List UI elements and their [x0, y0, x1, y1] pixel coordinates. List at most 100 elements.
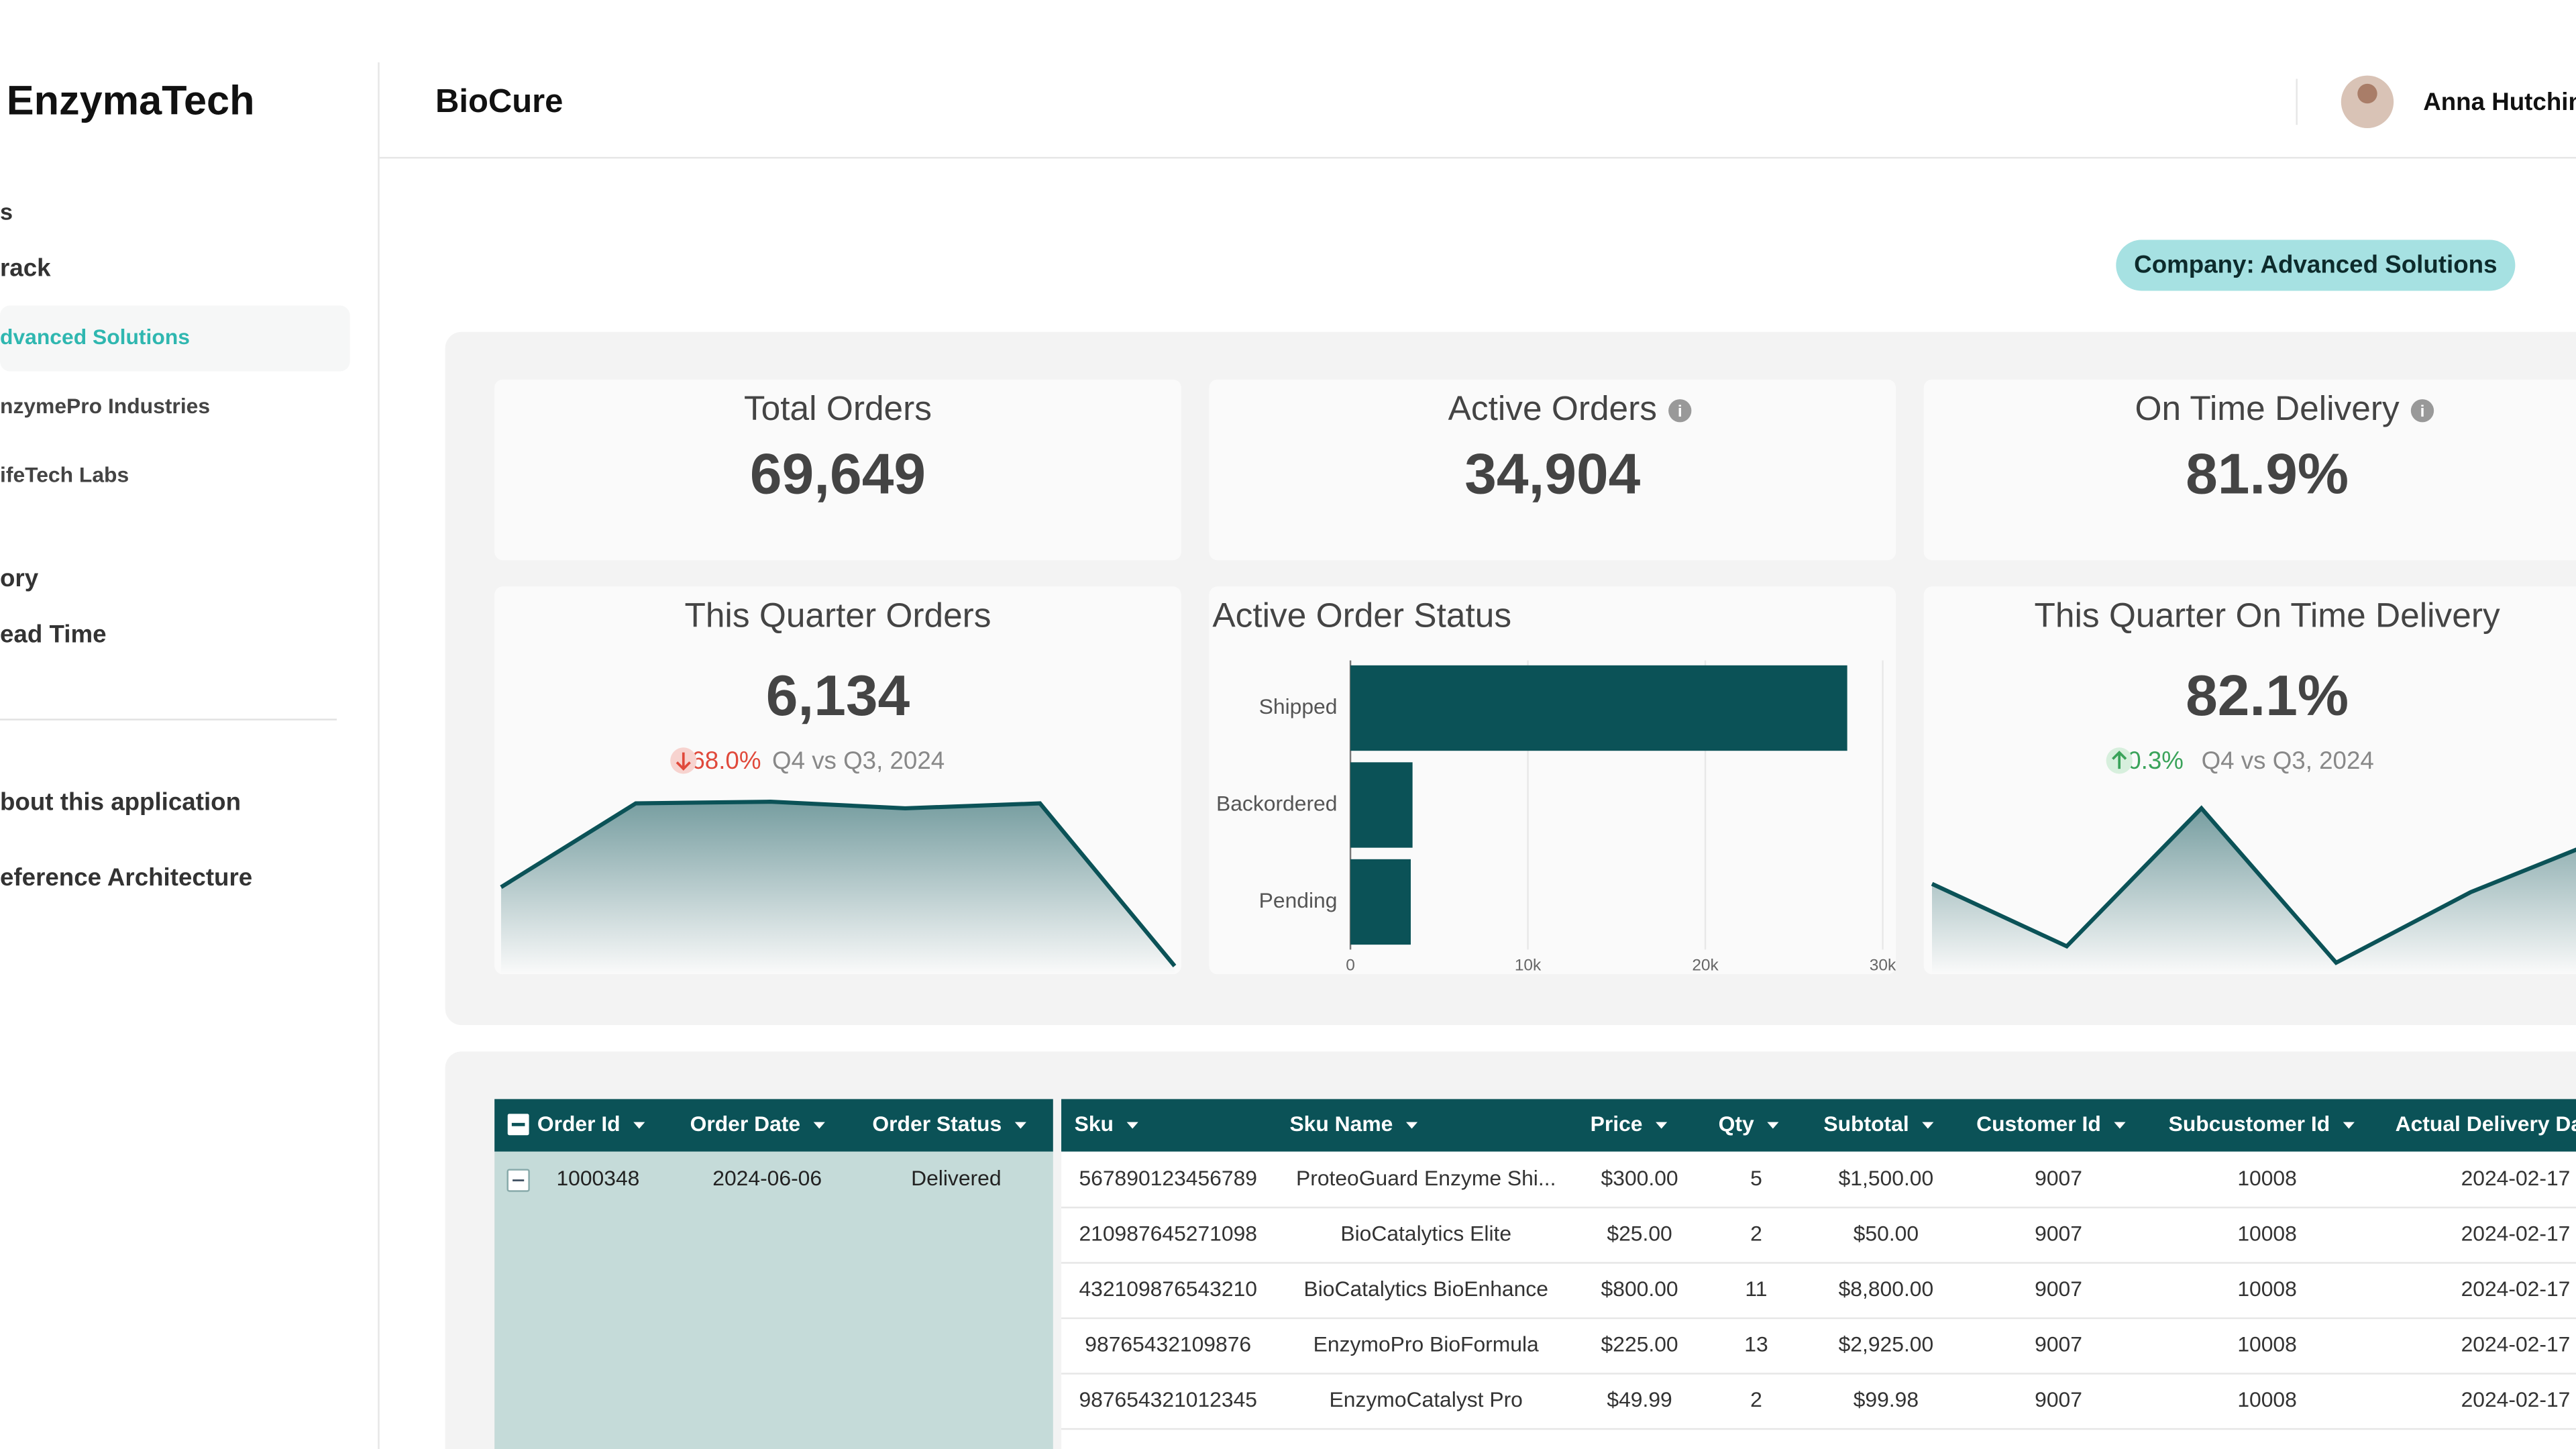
table-cell: $1,500.00	[1839, 1166, 1934, 1190]
kpi-label: Active Orders	[1448, 388, 1657, 427]
change: 0.3%	[2127, 747, 2184, 774]
column-header[interactable]: Order Date	[690, 1112, 801, 1136]
column-header[interactable]: Qty	[1719, 1112, 1754, 1136]
table-cell: 2024-02-17	[2461, 1387, 2571, 1411]
sort-caret	[1922, 1122, 1934, 1129]
column-header[interactable]: Subtotal	[1823, 1112, 1909, 1136]
column-header[interactable]: Order Id	[537, 1112, 621, 1136]
y-tick-label: Backordered	[1216, 791, 1337, 815]
table-cell: 98765432109876	[1085, 1332, 1251, 1356]
info-glyph: i	[1678, 402, 1682, 421]
table-cell: 2024-02-17	[2461, 1332, 2571, 1356]
sparkline	[500, 800, 1177, 967]
column-header[interactable]: Sku	[1075, 1112, 1114, 1136]
x-tick-label: 20k	[1692, 956, 1719, 974]
order-group	[494, 1151, 1053, 1449]
nav-highlight	[0, 305, 350, 372]
order-cell: 2024-06-06	[712, 1166, 822, 1190]
table-cell: $25.00	[1607, 1221, 1672, 1245]
table-cell: $225.00	[1601, 1332, 1678, 1356]
column-header[interactable]: Customer Id	[1976, 1112, 2101, 1136]
kpi-value: 34,904	[1464, 441, 1640, 506]
table-cell: $99.98	[1854, 1387, 1919, 1411]
table-cell: $300.00	[1601, 1166, 1678, 1190]
nav-item[interactable]: ifeTech Labs	[0, 463, 129, 487]
table-cell: $2,925.00	[1839, 1332, 1934, 1356]
table-cell: 2024-02-17	[2461, 1166, 2571, 1190]
table-cell: 210987645271098	[1079, 1221, 1257, 1245]
table-cell: 9007	[2035, 1387, 2082, 1411]
table-cell: 987654321012345	[1079, 1387, 1257, 1411]
badge-text: Company: Advanced Solutions	[2134, 250, 2497, 278]
x-tick-label: 30k	[1870, 956, 1896, 974]
period: Q4 vs Q3, 2024	[2202, 747, 2374, 774]
table-cell: 9007	[2035, 1332, 2082, 1356]
table-cell: 567890123456789	[1079, 1166, 1257, 1190]
kpi-label: Total Orders	[744, 388, 932, 427]
brand: EnzymaTech	[7, 77, 255, 123]
nav-item[interactable]: nzymePro Industries	[0, 394, 210, 418]
table-cell: BioCatalytics BioEnhance	[1303, 1277, 1548, 1301]
sort-caret	[1767, 1122, 1779, 1129]
table-cell: BioCatalytics Elite	[1340, 1221, 1511, 1245]
column-header[interactable]: Subcustomer Id	[2169, 1112, 2330, 1136]
table-cell: 2024-02-17	[2461, 1277, 2571, 1301]
table-cell: 11	[1745, 1277, 1767, 1301]
column-header[interactable]: Order Status	[872, 1112, 1002, 1136]
page-title: BioCure	[435, 83, 563, 119]
table-cell: $8,800.00	[1839, 1277, 1934, 1301]
info-icon	[2410, 399, 2434, 423]
nav-item[interactable]: s	[0, 199, 13, 225]
table-cell: 10008	[2237, 1332, 2297, 1356]
change-arrow	[2112, 751, 2127, 769]
card	[1923, 586, 2576, 975]
bar	[1350, 665, 1847, 751]
table-cell: $50.00	[1854, 1221, 1919, 1245]
x-tick-label: 0	[1346, 956, 1355, 974]
kpi-value: 69,649	[750, 441, 926, 506]
sort-caret	[2343, 1122, 2355, 1129]
table-header-left	[494, 1099, 1053, 1152]
card-title: This Quarter On Time Delivery	[2035, 595, 2500, 634]
period: Q4 vs Q3, 2024	[772, 747, 945, 774]
sparkline	[1931, 805, 2576, 965]
column-header[interactable]: Sku Name	[1289, 1112, 1393, 1136]
user-name: Anna Hutchin	[2423, 88, 2576, 115]
card	[1209, 379, 1896, 561]
y-tick-label: Shipped	[1259, 694, 1338, 718]
card-value: 82.1%	[2186, 663, 2349, 728]
sort-caret	[1656, 1122, 1668, 1129]
bar	[1350, 859, 1411, 945]
table-cell: 432109876543210	[1079, 1277, 1257, 1301]
company-badge[interactable]	[2116, 239, 2516, 291]
table-cell: 9007	[2035, 1221, 2082, 1245]
nav-item[interactable]: rack	[0, 254, 51, 281]
card-title: This Quarter Orders	[684, 595, 991, 634]
sort-caret	[1405, 1122, 1418, 1129]
nav-item[interactable]: ory	[0, 564, 39, 592]
table-cell: 5	[1750, 1166, 1762, 1190]
nav-item[interactable]: ead Time	[0, 620, 107, 647]
sort-caret	[1014, 1122, 1026, 1129]
table-cell: EnzymoCatalyst Pro	[1330, 1387, 1523, 1411]
bar	[1350, 762, 1413, 848]
sort-caret	[633, 1122, 645, 1129]
card-value: 6,134	[766, 663, 910, 728]
table-cell: 2	[1750, 1387, 1762, 1411]
table-cell: 9007	[2035, 1166, 2082, 1190]
column-header[interactable]: Actual Delivery Date	[2396, 1112, 2576, 1136]
table-cell: 10008	[2237, 1221, 2297, 1245]
nav-item[interactable]: bout this application	[0, 788, 241, 815]
nav-item[interactable]: eference Architecture	[0, 863, 252, 891]
card	[494, 379, 1181, 561]
nav-item[interactable]: dvanced Solutions	[0, 325, 190, 349]
x-tick-label: 10k	[1515, 956, 1542, 974]
table-body	[1061, 1151, 2576, 1449]
column-header[interactable]: Price	[1591, 1112, 1643, 1136]
order-cell: 1000348	[556, 1166, 639, 1190]
sparkline-area	[1932, 808, 2576, 975]
y-tick-label: Pending	[1259, 888, 1338, 912]
table-cell: ProteoGuard Enzyme Shi...	[1296, 1166, 1556, 1190]
